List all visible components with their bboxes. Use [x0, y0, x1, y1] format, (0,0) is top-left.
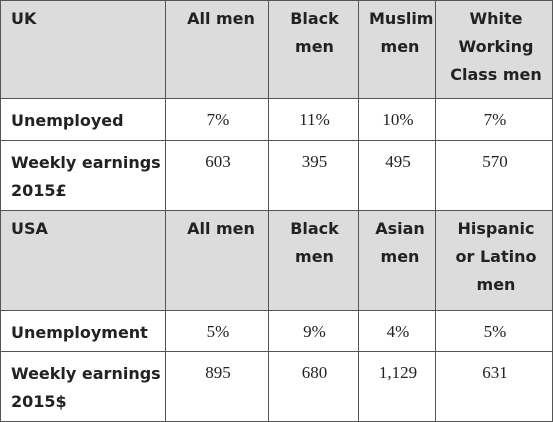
data-cell: 680: [268, 351, 359, 422]
cell-text: Weekly earnings 2015£: [11, 153, 161, 200]
cell-text: 395: [301, 152, 328, 171]
header-text: White Working Class men: [450, 9, 542, 84]
cell-text: 603: [205, 152, 231, 171]
cell-text: Unemployed: [11, 111, 124, 130]
cell-text: 495: [385, 152, 411, 171]
header-text: Hispanic or Latino men: [455, 219, 537, 294]
data-row: Weekly earnings 2015$ 895 680 1,129 631: [0, 351, 553, 422]
data-row: Weekly earnings 2015£ 603 395 495 570: [0, 140, 553, 211]
data-cell: 603: [165, 140, 269, 211]
data-cell: 5%: [165, 310, 269, 352]
header-text: Black men: [290, 219, 339, 266]
header-cell: Muslim men: [358, 0, 436, 99]
header-cell: All men: [165, 0, 269, 99]
header-text: All men: [187, 9, 255, 28]
header-cell: Hispanic or Latino men: [435, 210, 553, 311]
cell-text: 1,129: [378, 363, 418, 382]
data-cell: 1,129: [358, 351, 436, 422]
cell-text: 5%: [483, 322, 507, 341]
header-cell: USA: [0, 210, 166, 311]
cell-text: 631: [482, 363, 508, 382]
data-cell: 395: [268, 140, 359, 211]
cell-text: 895: [205, 363, 231, 382]
header-cell: White Working Class men: [435, 0, 553, 99]
header-text: USA: [11, 219, 48, 238]
cell-text: Weekly earnings 2015$: [11, 364, 161, 411]
data-cell: 10%: [358, 98, 436, 141]
header-text: Muslim men: [369, 9, 434, 56]
data-cell: 11%: [268, 98, 359, 141]
header-cell: Asian men: [358, 210, 436, 311]
cell-text: 7%: [206, 110, 230, 129]
header-cell: UK: [0, 0, 166, 99]
data-cell: 9%: [268, 310, 359, 352]
header-cell: Black men: [268, 210, 359, 311]
cell-text: 680: [301, 363, 328, 382]
data-cell: 495: [358, 140, 436, 211]
cell-text: Unemployment: [11, 323, 148, 342]
data-cell: 570: [435, 140, 553, 211]
data-row: Unemployed 7% 11% 10% 7%: [0, 98, 553, 141]
row-label: Unemployed: [0, 98, 166, 141]
header-cell: All men: [165, 210, 269, 311]
header-text: All men: [187, 219, 255, 238]
cell-text: 5%: [206, 322, 230, 341]
row-label: Unemployment: [0, 310, 166, 352]
data-row: Unemployment 5% 9% 4% 5%: [0, 310, 553, 352]
data-cell: 631: [435, 351, 553, 422]
header-text: UK: [11, 9, 37, 28]
cell-text: 570: [482, 152, 508, 171]
data-cell: 5%: [435, 310, 553, 352]
header-text: Black men: [290, 9, 339, 56]
data-cell: 895: [165, 351, 269, 422]
data-cell: 4%: [358, 310, 436, 352]
header-cell: Black men: [268, 0, 359, 99]
cell-text: 9%: [303, 322, 326, 341]
header-text: Asian men: [375, 219, 425, 266]
header-row: USA All men Black men Asian men Hispanic or …: [0, 210, 553, 311]
cell-text: 4%: [386, 322, 410, 341]
data-cell: 7%: [165, 98, 269, 141]
row-label: Weekly earnings 2015£: [0, 140, 166, 211]
cell-text: 7%: [483, 110, 507, 129]
cell-text: 10%: [382, 110, 414, 129]
row-label: Weekly earnings 2015$: [0, 351, 166, 422]
header-row: UK All men Black men Muslim men White Workin…: [0, 0, 553, 99]
cell-text: 11%: [299, 110, 330, 129]
data-cell: 7%: [435, 98, 553, 141]
